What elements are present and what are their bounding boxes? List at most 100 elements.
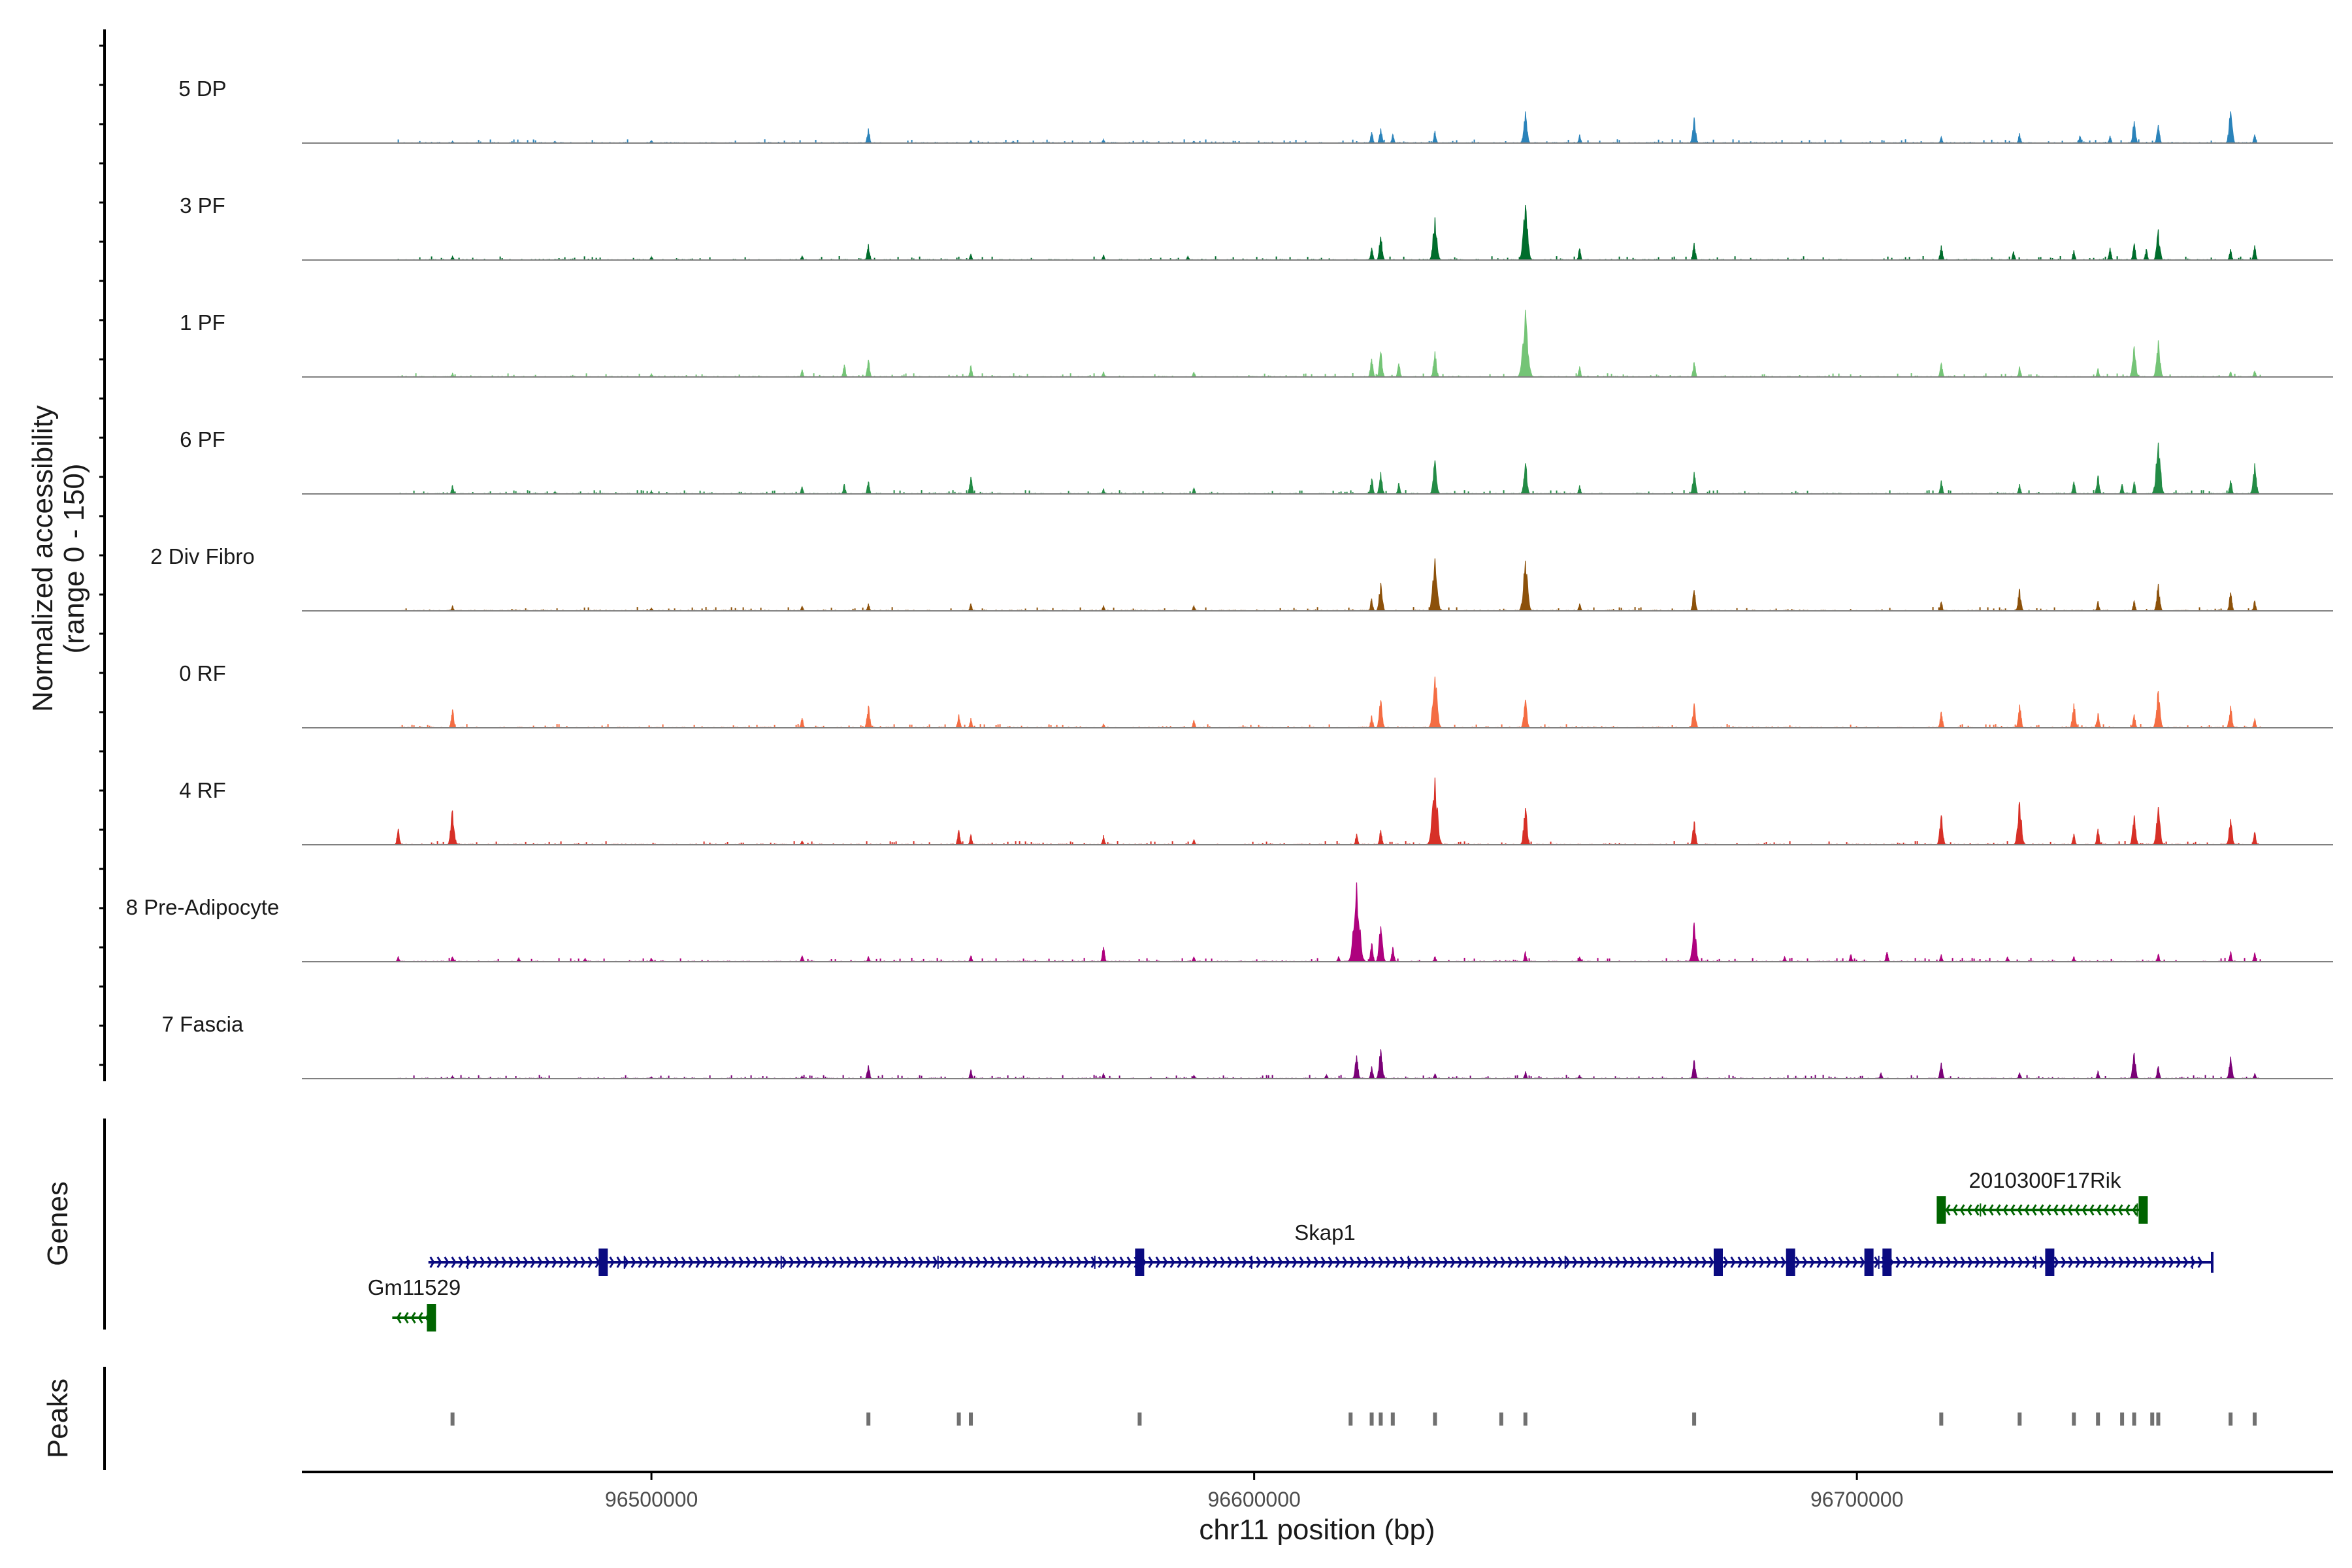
coverage-peak <box>1376 128 1385 144</box>
coverage-peak <box>1576 603 1583 612</box>
coverage-peak <box>1936 815 1947 845</box>
peak-region <box>2156 1413 2161 1426</box>
track-label: 5 DP <box>178 76 226 101</box>
coverage-peak <box>1936 1062 1946 1079</box>
peaks-panel-title: Peaks <box>42 1379 74 1458</box>
coverage-peak <box>955 714 963 728</box>
coverage-peak <box>1883 951 1891 962</box>
coverage-peak <box>1576 956 1583 962</box>
coverage-peak <box>446 810 459 845</box>
genes-panel-title: Genes <box>42 1181 74 1266</box>
coverage-peak <box>1367 1066 1376 1079</box>
coverage-peak <box>1347 882 1367 962</box>
coverage-peak <box>2094 368 2102 378</box>
coverage-peak <box>2129 121 2139 144</box>
coverage-peak <box>1518 561 1533 612</box>
coverage-peak <box>1431 1073 1439 1079</box>
coverage-peak <box>1099 947 1108 962</box>
coverage-peak <box>2227 249 2234 261</box>
coverage-peak <box>1689 472 1699 495</box>
track-label: 8 Pre-Adipocyte <box>126 895 280 919</box>
coverage-peak <box>2251 952 2259 962</box>
coverage-peak <box>967 955 975 962</box>
gene-label: Skap1 <box>1294 1220 1356 1245</box>
coverage-peak <box>2093 475 2103 495</box>
coverage-peak <box>1938 954 1945 962</box>
track-label: 7 Fascia <box>162 1012 244 1036</box>
coverage-peak <box>1520 699 1531 728</box>
gene-2010300F17Rik: 2010300F17Rik <box>1936 1168 2148 1224</box>
coverage-peak <box>1367 943 1377 962</box>
coverage-peak <box>1689 821 1699 845</box>
coverage-peak <box>1375 700 1386 728</box>
coverage-peak <box>1190 956 1198 962</box>
coverage-peak <box>2251 717 2259 728</box>
coverage-peak <box>1367 478 1377 495</box>
coverage-peak <box>2106 248 2114 261</box>
coverage-peak <box>2129 815 2140 845</box>
coverage-peak <box>967 603 975 612</box>
coverage-peak <box>2249 463 2261 495</box>
coverage-peak <box>1190 487 1198 495</box>
peak-region <box>866 1413 871 1426</box>
coverage-peak <box>1375 351 1386 378</box>
coverage-peak <box>1431 956 1439 962</box>
coverage-peak <box>2129 242 2139 261</box>
coverage-peak <box>1394 363 1403 378</box>
coverage-peak <box>2153 229 2164 261</box>
coverage-peak <box>1576 248 1584 261</box>
track-label: 4 RF <box>179 778 226 802</box>
coverage-peak <box>840 483 849 495</box>
track-4: 6 PF <box>180 427 2333 495</box>
track-2: 3 PF <box>180 193 2333 261</box>
coverage-peak <box>394 828 403 845</box>
coverage-peak <box>1522 1071 1529 1079</box>
peak-region <box>1433 1413 1437 1426</box>
track-6: 0 RF <box>179 661 2333 728</box>
x-tick-label: 96500000 <box>605 1488 698 1511</box>
coverage-peak <box>863 706 874 728</box>
coverage-peak <box>1518 204 1533 261</box>
coverage-peak <box>2251 1073 2259 1079</box>
coverage-peak <box>2016 133 2023 144</box>
coverage-peak <box>2014 589 2025 612</box>
exon <box>598 1249 608 1276</box>
coverage-peak <box>1352 834 1361 845</box>
coverage-peak <box>449 956 456 962</box>
peak-region <box>2253 1413 2257 1426</box>
track-8: 8 Pre-Adipocyte <box>126 882 2333 962</box>
coverage-peak <box>2251 134 2259 144</box>
coverage-peak <box>1376 830 1385 845</box>
peak-region <box>969 1413 973 1426</box>
coverage-peak <box>1688 923 1701 962</box>
exon <box>2045 1249 2055 1276</box>
peak-region <box>1348 1413 1353 1426</box>
coverage-peak <box>2004 956 2011 962</box>
exon <box>1864 1249 1874 1276</box>
coverage-peak <box>2153 124 2163 144</box>
peak-region <box>2072 1413 2076 1426</box>
coverage-peak <box>1937 480 1946 495</box>
peak-region <box>2132 1413 2136 1426</box>
coverage-peak <box>1689 590 1699 612</box>
coverage-peak <box>967 718 975 728</box>
coverage-peak <box>2152 340 2164 378</box>
coverage-peak <box>2094 600 2102 612</box>
coverage-peak <box>2068 703 2079 728</box>
coverage-peak <box>1100 604 1107 612</box>
coverage-peak <box>2226 480 2235 495</box>
coverage-peak <box>864 359 873 378</box>
coverage-peak <box>1335 956 1342 962</box>
coverage-peak <box>2106 135 2114 144</box>
peak-region <box>450 1413 455 1426</box>
peak-region <box>2017 1413 2022 1426</box>
coverage-peak <box>2151 442 2166 495</box>
peak-region <box>1390 1413 1395 1426</box>
coverage-peak <box>449 604 456 612</box>
coverage-peak <box>1367 715 1376 728</box>
coverage-peak <box>1190 719 1198 728</box>
coverage-peak <box>2016 484 2024 495</box>
coverage-peak <box>865 603 872 612</box>
coverage-peak <box>1368 132 1376 144</box>
coverage-peak <box>1576 134 1584 144</box>
